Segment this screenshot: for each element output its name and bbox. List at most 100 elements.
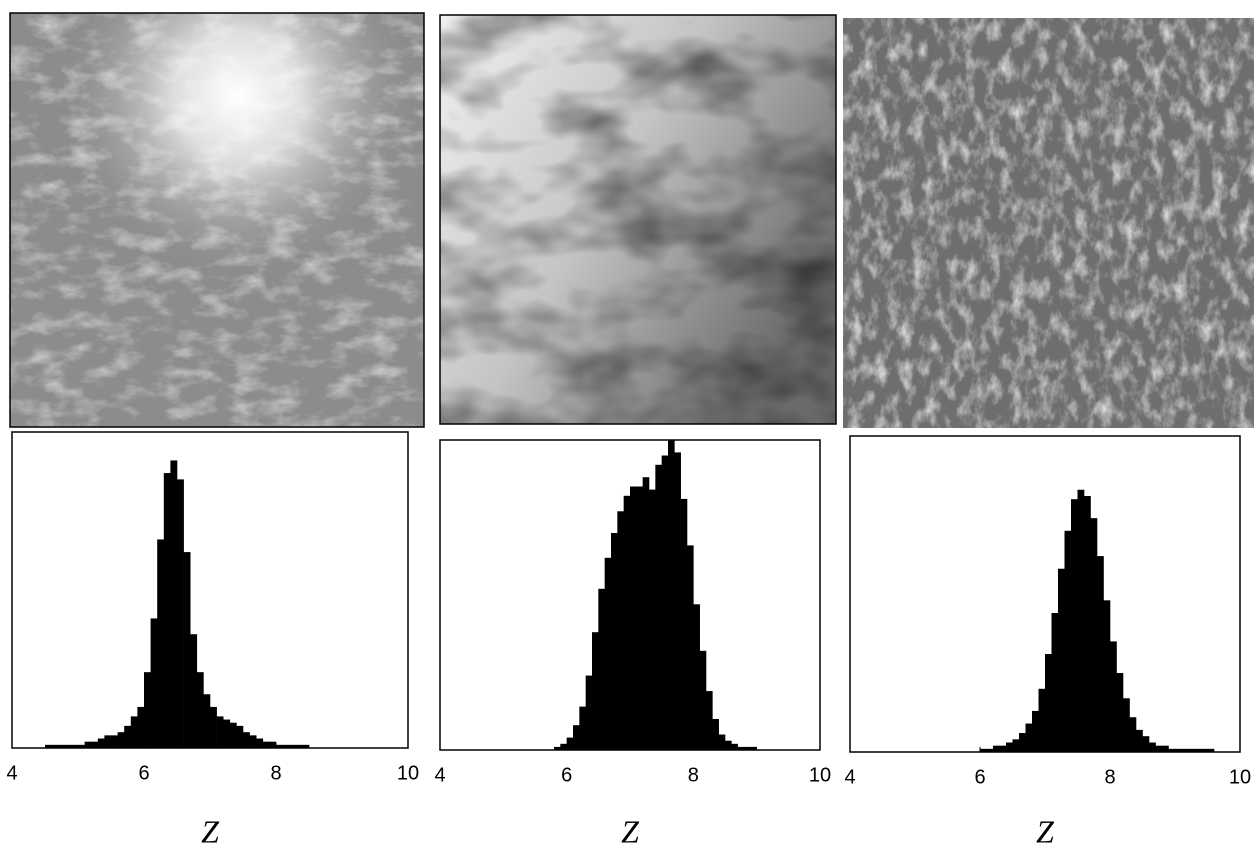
histogram-bar (566, 737, 574, 750)
histogram-bar (630, 486, 637, 750)
image-panel-1 (9, 12, 425, 428)
histogram-bar (177, 479, 184, 748)
histogram-bar (706, 691, 713, 750)
plot-frame (11, 431, 409, 749)
histogram-bar (1110, 641, 1117, 752)
histogram-bar (196, 672, 204, 748)
histogram-bar (1162, 745, 1169, 752)
histogram-bar (642, 477, 650, 750)
x-tick-label: 4 (844, 766, 855, 788)
histogram-bar (236, 725, 244, 748)
histogram-bar (1188, 748, 1195, 752)
x-tick-label: 4 (434, 764, 445, 786)
histogram-bar (1103, 600, 1111, 752)
x-axis-label: Z (201, 813, 220, 849)
histogram-bar (104, 735, 112, 748)
histogram-bar (592, 632, 599, 750)
histogram-bar (623, 495, 631, 750)
histogram-bar (554, 746, 561, 750)
histogram-bar (262, 741, 270, 748)
x-tick-label: 6 (561, 764, 572, 786)
x-tick-label: 8 (1104, 766, 1115, 788)
histogram-bar (999, 745, 1007, 752)
histogram-bar (1181, 748, 1189, 752)
histogram-bar (1129, 717, 1137, 752)
histogram-bar (1006, 742, 1013, 752)
histogram-bar (1149, 742, 1156, 752)
x-tick-label: 10 (1229, 766, 1251, 788)
histogram-bar (579, 706, 586, 750)
histogram-bar (163, 473, 171, 748)
histogram-bar (117, 732, 125, 748)
histogram-bar (282, 744, 290, 748)
histogram-bar (302, 744, 310, 748)
histogram-bar (737, 746, 745, 750)
histogram-bar (210, 706, 217, 748)
histogram-bar (750, 746, 757, 750)
histogram-bar (289, 744, 297, 748)
x-tick-label: 10 (397, 762, 419, 784)
histogram-bar (124, 725, 132, 748)
x-tick-label: 10 (809, 764, 831, 786)
plot-frame (849, 435, 1241, 753)
histogram-bar (78, 744, 85, 748)
image-panel-2 (439, 14, 837, 425)
histogram-bar (229, 722, 237, 748)
histogram-bar (674, 452, 681, 750)
histogram-bar (1019, 733, 1026, 752)
histogram-bar (699, 650, 707, 750)
histogram-bar (51, 744, 59, 748)
histogram-bar (598, 588, 605, 750)
histogram-bar (560, 743, 567, 750)
histogram-bar (58, 744, 66, 748)
histogram-bar (91, 741, 99, 748)
histogram-bar (1155, 745, 1163, 752)
histogram-bar (980, 748, 987, 752)
histogram-bar (655, 464, 662, 750)
histogram-bar (1097, 556, 1104, 752)
histogram-bar (97, 738, 105, 748)
histogram-bar (744, 746, 751, 750)
histogram-bar (45, 744, 52, 748)
histogram-bar (1123, 698, 1130, 752)
histogram-bar (687, 545, 694, 750)
histogram-bar (183, 552, 191, 748)
x-tick-label: 8 (688, 764, 699, 786)
histogram-bar (1207, 748, 1215, 752)
histogram-bar (1064, 530, 1072, 752)
histogram-bar (157, 539, 165, 748)
histogram-bar (1116, 673, 1124, 752)
histogram-bar (725, 740, 732, 750)
histogram-bar (216, 716, 224, 748)
histogram-bar (1090, 518, 1098, 752)
histogram-bar (661, 455, 669, 750)
histogram-bar (137, 706, 145, 748)
histogram-bar (256, 738, 264, 748)
histogram-bar (1038, 688, 1046, 752)
x-axis-label: Z (621, 813, 640, 849)
histogram-bar (993, 745, 1000, 752)
histogram-bar (617, 511, 624, 750)
histogram-bar (1175, 748, 1182, 752)
histogram-bar (1025, 723, 1033, 752)
histogram-bar (1012, 739, 1020, 752)
histogram-bar (223, 719, 231, 748)
histogram-bar (84, 741, 92, 748)
histogram-bar (295, 744, 303, 748)
histogram-bar (150, 618, 158, 748)
histogram-bar (611, 533, 618, 750)
histogram-bar (1058, 568, 1065, 752)
histogram-bar (170, 460, 178, 748)
histogram-bar (1142, 736, 1150, 752)
histogram-bar (636, 486, 643, 750)
histogram-bar (130, 716, 138, 748)
image-panel-3 (843, 18, 1254, 428)
histogram-bar (1136, 729, 1143, 752)
histogram-bar (680, 498, 688, 750)
x-axis-label: Z (1036, 813, 1055, 849)
histogram-bar (1194, 748, 1202, 752)
histogram-bar (1201, 748, 1208, 752)
histogram-bar (1032, 710, 1039, 752)
histogram-bar (986, 748, 994, 752)
